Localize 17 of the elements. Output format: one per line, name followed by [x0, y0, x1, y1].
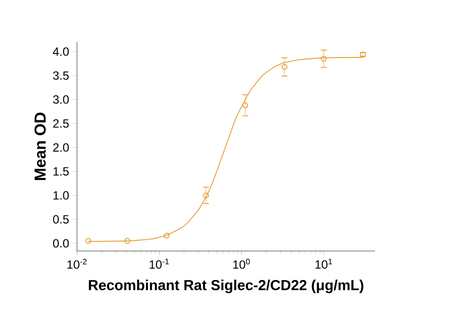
x-axis-title: Recombinant Rat Siglec-2/CD22 (μg/mL) [88, 280, 364, 294]
x-tick-label: 10$^{1}$ [316, 258, 332, 269]
y-tick-label: 2.0 [53, 143, 69, 152]
y-tick-label: 2.5 [53, 119, 69, 128]
point [124, 238, 130, 244]
y-tick-label: 1.5 [54, 167, 69, 176]
y-tick-label: 4.0 [52, 47, 69, 56]
point [164, 232, 170, 239]
x-tick-label: 10$^{-1}$ [150, 258, 169, 269]
x-tick-label: 10$^{0}$ [233, 258, 250, 269]
y-axis-title: Mean OD [34, 112, 46, 180]
y-tick-label: 3.5 [53, 71, 69, 80]
y-tick-label: 1.0 [54, 191, 69, 200]
y-tick-label: 0.5 [53, 215, 69, 224]
y-tick-label: 0.0 [53, 239, 69, 248]
y-tick-label: 3.0 [53, 95, 69, 104]
x-tick-label: 10$^{-2}$ [67, 258, 87, 269]
